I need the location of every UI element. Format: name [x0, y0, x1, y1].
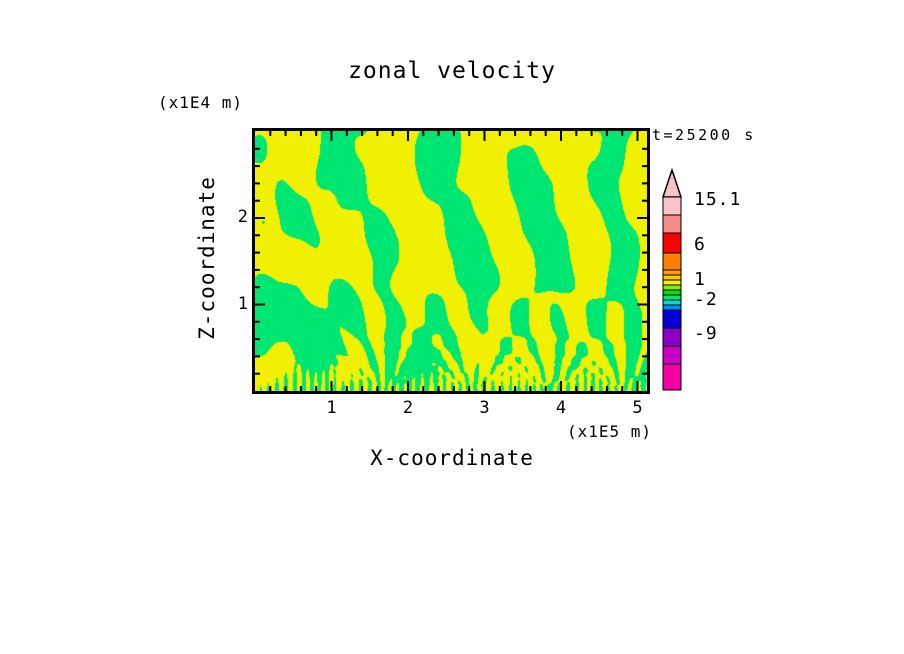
colorbar-label: 6	[694, 234, 706, 255]
colorbar-segment	[662, 304, 682, 311]
plot-title: zonal velocity	[348, 58, 556, 84]
colorbar-label: 1	[694, 269, 706, 290]
x-axis-unit-label: (x1E5 m)	[566, 422, 652, 441]
colorbar-segment	[662, 252, 682, 271]
colorbar-segment	[662, 196, 682, 216]
colorbar-label: -2	[694, 289, 718, 310]
colorbar-segment	[662, 327, 682, 347]
colorbar-segment	[662, 269, 682, 276]
colorbar-segment	[662, 363, 682, 391]
colorbar-segment	[662, 345, 682, 365]
colorbar-segment	[662, 214, 682, 234]
colorbar-segment	[662, 309, 682, 329]
colorbar-segment	[662, 232, 682, 254]
x-tick-label: 4	[555, 398, 567, 418]
x-tick-label: 2	[402, 398, 414, 418]
colorbar-arrow	[661, 167, 683, 198]
y-tick-label: 2	[237, 207, 248, 227]
colorbar-segment	[662, 299, 682, 306]
y-axis-unit-label: (x1E4 m)	[158, 93, 244, 112]
colorbar-segment	[662, 279, 682, 286]
timestamp-label: t=25200 s	[652, 126, 756, 144]
y-tick-label: 1	[237, 293, 248, 314]
colorbar-segment	[662, 274, 682, 281]
x-tick-label: 5	[632, 398, 643, 418]
colorbar-segment	[662, 294, 682, 301]
colorbar-label: 15.1	[694, 189, 742, 210]
contour-field-canvas	[255, 131, 647, 391]
colorbar-segment	[662, 289, 682, 296]
x-tick-label: 1	[326, 398, 337, 418]
y-axis-label: Z-coordinate	[195, 176, 219, 340]
colorbar-label: -9	[694, 323, 718, 344]
x-axis-label: X-coordinate	[370, 446, 534, 470]
x-tick-label: 3	[479, 398, 490, 418]
colorbar-segment	[662, 284, 682, 291]
